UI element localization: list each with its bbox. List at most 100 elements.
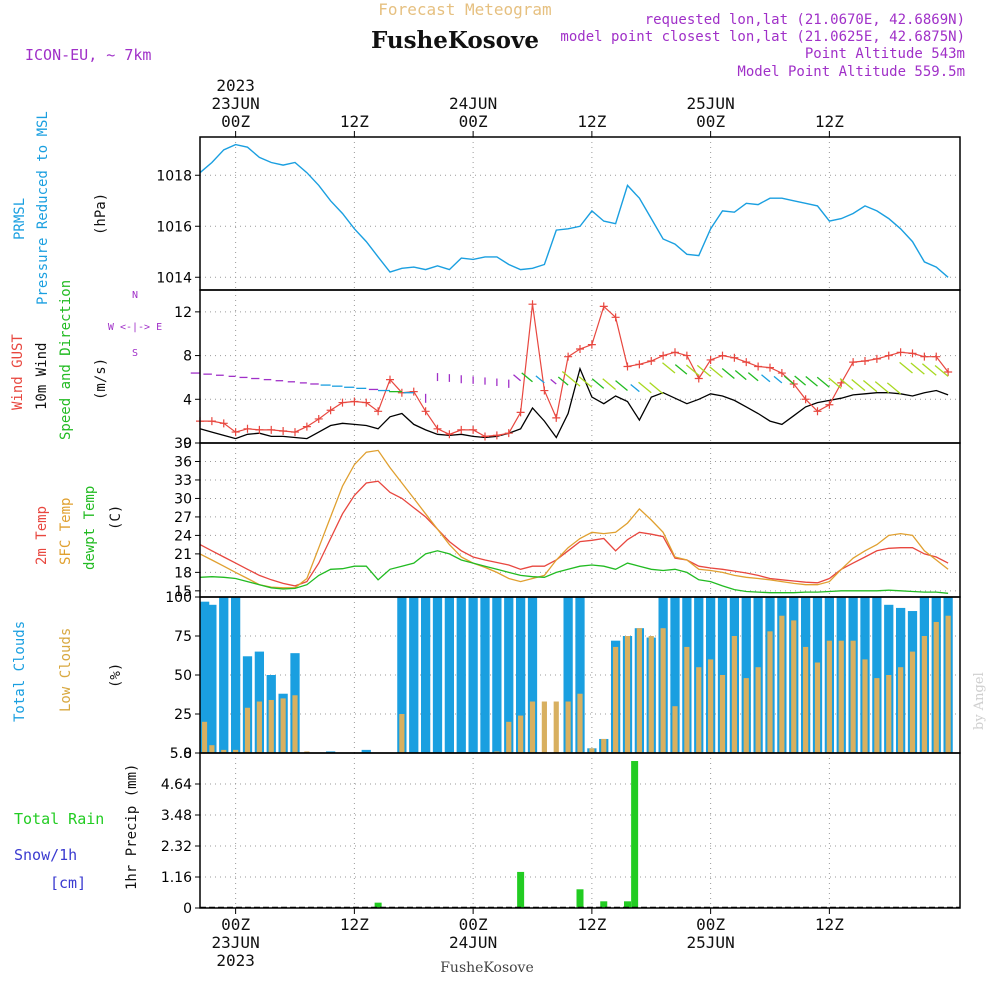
low-cloud-bar [577,693,583,753]
x-day-label-top: 24JUN [449,94,497,113]
wind-gust-marker [742,358,751,367]
total-cloud-bar [670,597,680,753]
x-hour-label-bottom: 00Z [459,915,488,934]
wind-gust-marker [504,429,513,438]
low-cloud-bar [898,667,904,753]
plot-layer: 1014101610180481215182124273033363902550… [156,76,961,970]
y-tick-label: 1018 [156,168,192,184]
wind-gust-marker [326,406,335,415]
pressure-label-2: Pressure Reduced to MSL [35,111,51,305]
wind-gust-marker [718,351,727,360]
total-cloud-bar [397,597,407,753]
x-hour-label-bottom: 00Z [221,915,250,934]
total-cloud-bar [432,597,443,753]
total-cloud-bar [527,597,538,753]
wind-gust-marker [481,432,489,441]
wind-gust-marker [813,407,822,416]
wind-direction-arrow [886,382,902,395]
wind-gust-marker [671,348,679,357]
low-cloud-bar [874,678,880,753]
wind-direction-arrow [561,371,581,387]
total-cloud-bar [872,597,882,753]
total-cloud-bar [515,597,526,753]
point-altitude: Point Altitude 543m [805,46,965,62]
wind-direction-arrow [602,378,617,390]
x-hour-label-top: 12Z [815,112,844,131]
temp-2m-label: 2m Temp [34,506,50,565]
snow-unit-label: [cm] [50,874,86,892]
total-cloud-bar [741,597,751,753]
y-tick-label: 50 [174,668,192,684]
clouds-unit: (%) [108,663,124,688]
total-cloud-bar [456,597,466,753]
y-tick-label: 21 [174,547,192,563]
wind-direction-arrow [557,376,569,386]
low-cloud-bar [292,695,298,753]
wind-gust-label: Wind GUST [10,334,26,410]
wind-direction-arrow [709,366,723,378]
rain-bar [600,901,608,908]
wind-gust-marker [314,414,323,423]
x-hour-label-top: 12Z [340,112,369,131]
wind-gust-marker [896,348,905,357]
low-cloud-bar [541,701,547,753]
low-cloud-bar [202,721,208,753]
wind-gust-line [200,304,949,438]
pressure-labels: PRMSL Pressure Reduced to MSL (hPa) [12,111,109,305]
low-cloud-bar [565,701,571,753]
wind-direction-arrow [721,367,735,380]
wind-gust-marker [302,422,311,431]
x-year-label-bottom: 2023 [216,951,255,970]
wind-gust-marker [599,302,608,311]
total-cloud-bar [361,749,371,753]
wind-direction-arrow [615,380,628,392]
wind-gust-marker [754,362,763,371]
wind-gust-marker [540,386,549,395]
wind-direction-arrow [591,378,605,389]
low-cloud-bar [233,749,239,753]
total-cloud-bar [504,597,514,753]
wind-direction-arrow [662,362,676,374]
total-cloud-bar [492,597,502,753]
wind-gust-marker [647,357,656,366]
requested-coords: requested lon,lat (21.0670E, 42.6869N) [645,12,965,28]
low-cloud-bar [529,701,536,753]
wind-unit: (m/s) [93,358,109,400]
wind-10m-line [199,366,949,440]
total-cloud-bar [575,597,585,753]
low-cloud-bar [743,678,749,753]
low-cloud-bar [648,636,654,753]
rain-bar [374,902,382,908]
wind-gust-marker [861,357,869,366]
wind-direction-arrow [686,364,700,376]
wind-gust-marker [528,300,537,309]
y-tick-label: 1016 [156,219,192,235]
total-cloud-bar [420,597,431,753]
compass-west-east: W <-|-> E [108,322,162,333]
y-tick-label: 2.32 [161,839,192,855]
low-cloud-bar [814,662,821,753]
wind-gust-marker [872,354,881,363]
low-cloud-bar [803,646,809,753]
low-cloud-bar [244,707,251,753]
compass-south: S [132,348,138,359]
temp-dew-line [199,550,949,594]
temp-2m-line [199,480,949,587]
x-hour-label-bottom: 12Z [577,915,606,934]
y-tick-label: 0 [183,901,192,917]
low-clouds-label: Low Clouds [58,628,74,712]
y-tick-label: 12 [174,305,192,321]
wind-direction-arrow [674,364,688,375]
total-cloud-bar [444,597,455,753]
wind-gust-marker [730,353,739,362]
y-tick-label: 33 [174,473,192,489]
low-cloud-bar [945,615,951,753]
low-cloud-bar [826,640,832,753]
low-cloud-bar [221,749,227,753]
wind-gust-marker [219,419,228,428]
total-cloud-bar [200,601,210,753]
wind-direction-arrow [761,374,771,383]
cloud-labels: Total Clouds Low Clouds (%) [12,621,124,722]
wind-labels: Wind GUST 10m Wind Speed and Direction (… [10,280,162,440]
